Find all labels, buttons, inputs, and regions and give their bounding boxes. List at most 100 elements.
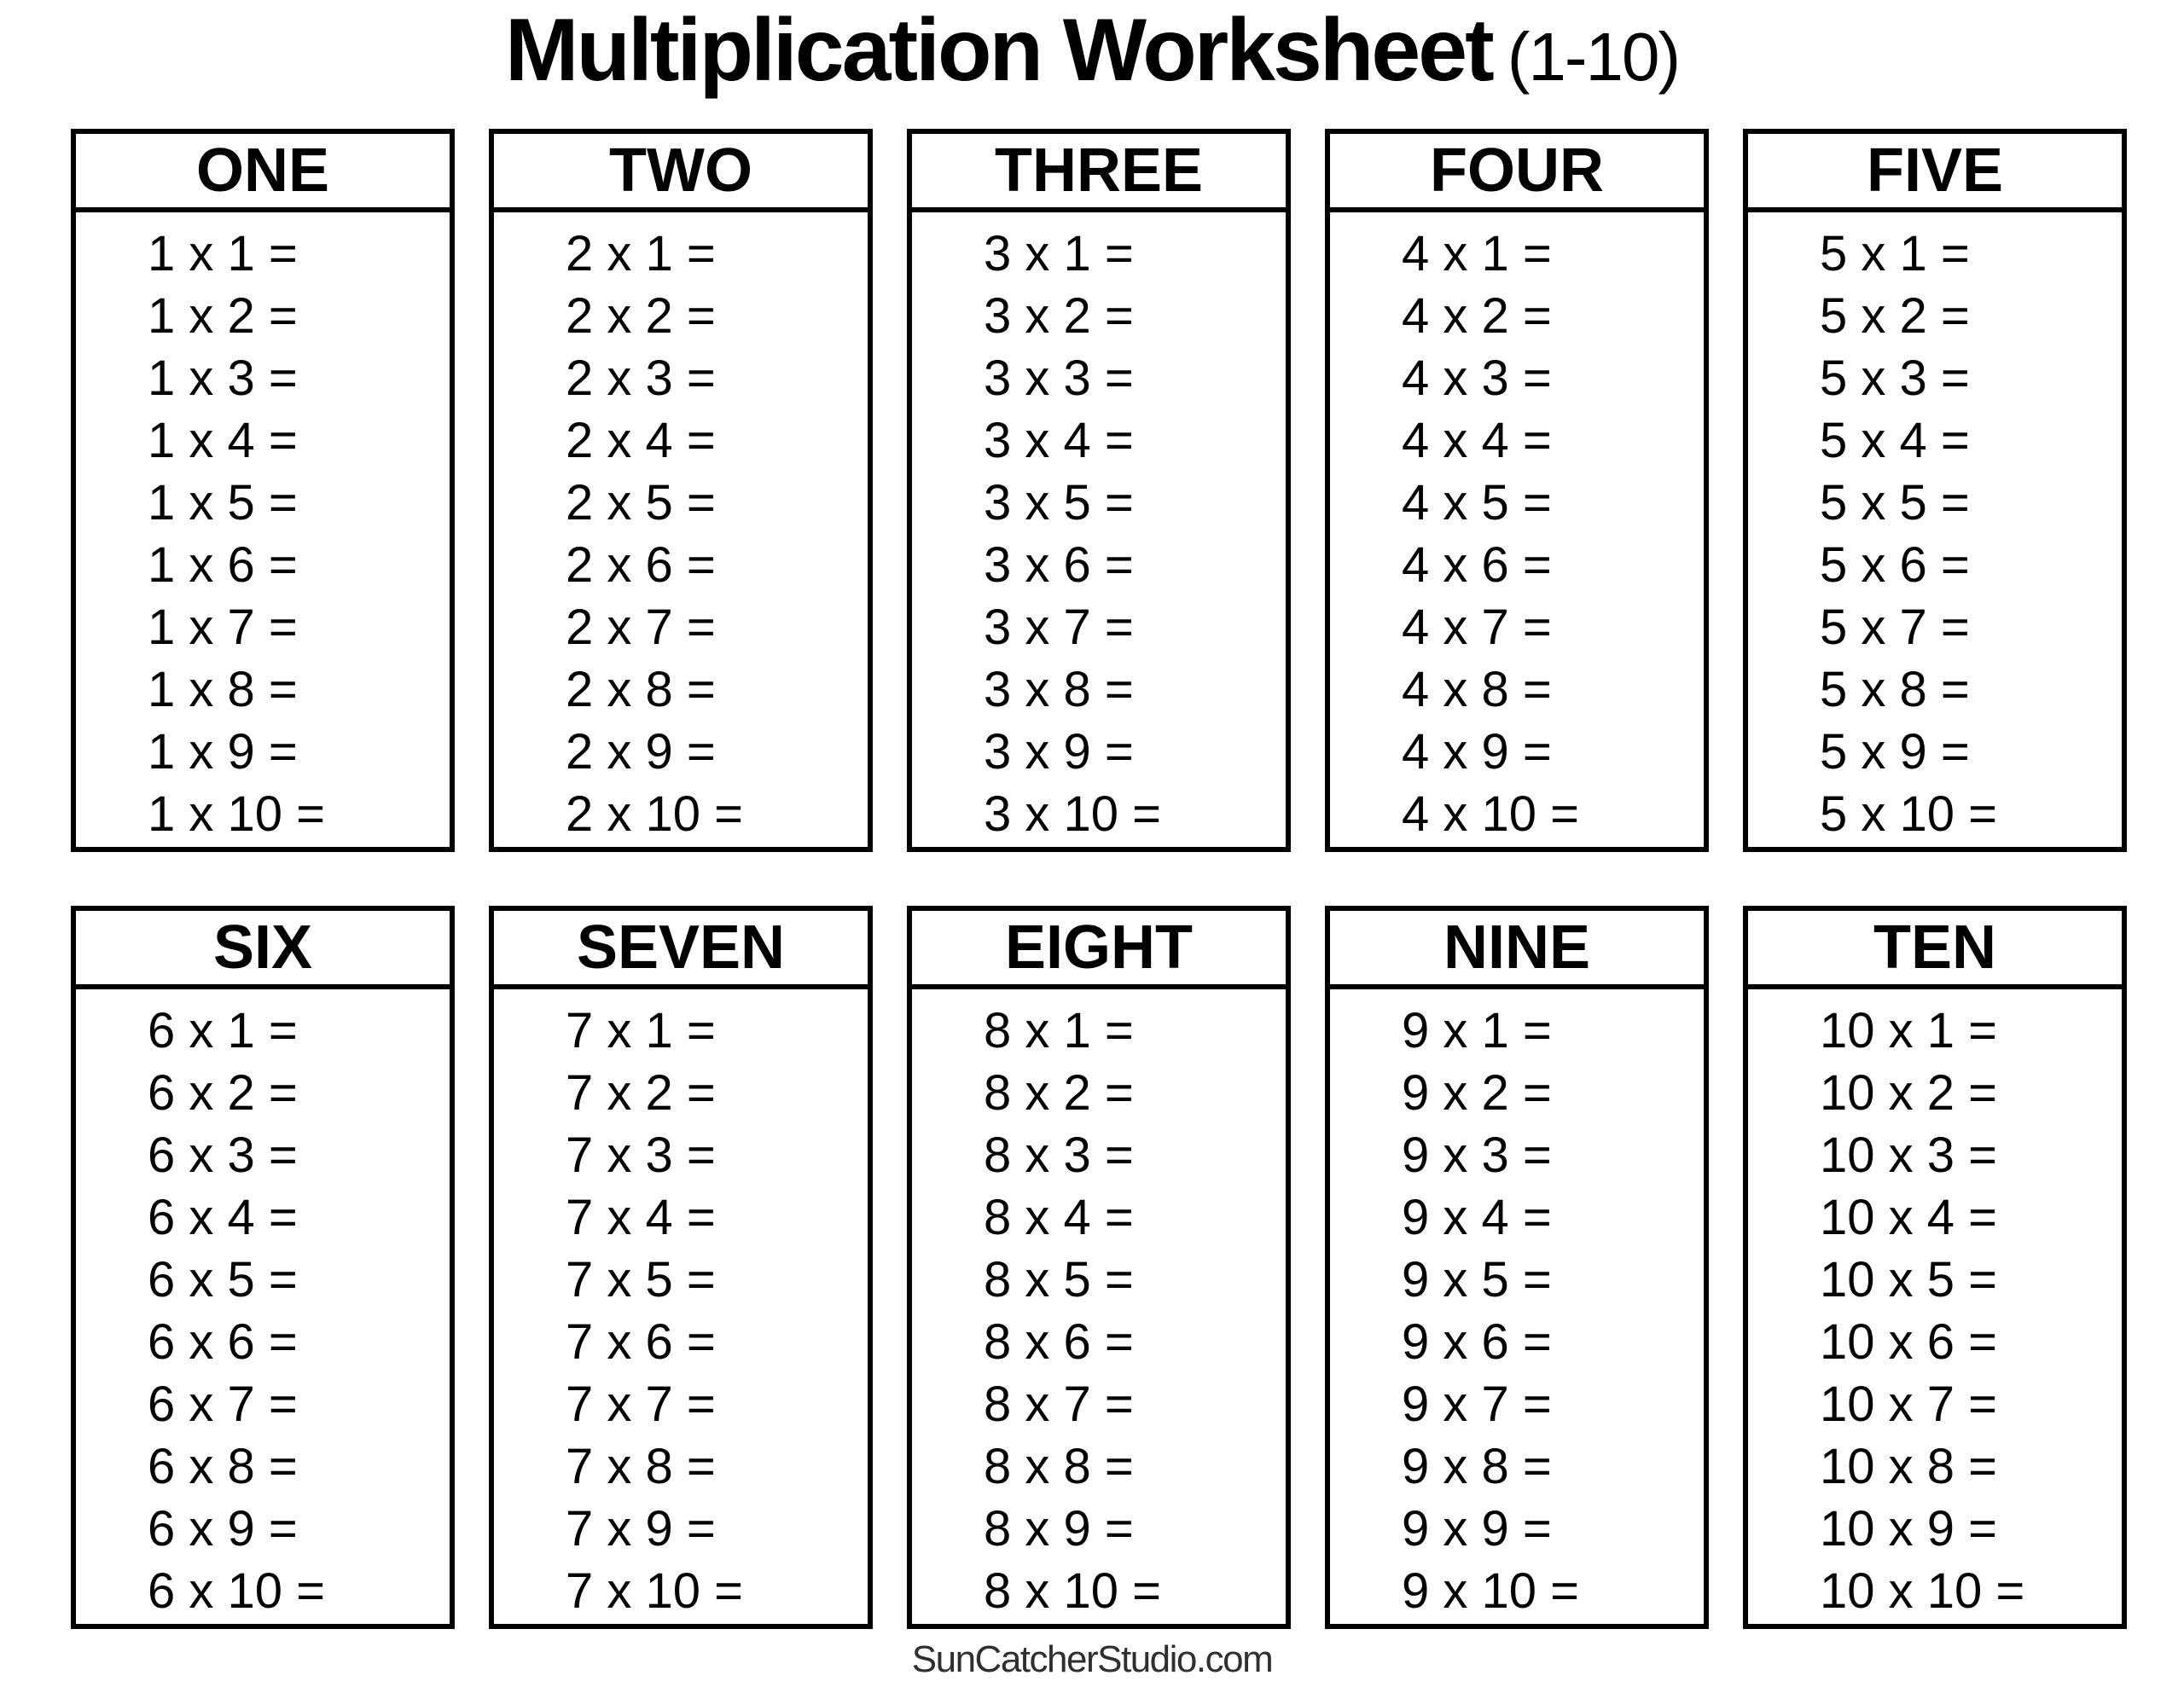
problem-row: 1 x 4 = bbox=[148, 413, 298, 468]
multiplication-table-three: THREE 3 x 1 = 3 x 2 = 3 x 3 = 3 x 4 = 3 x 5 … bbox=[907, 129, 1291, 852]
problem-row: 8 x 1 = bbox=[984, 1003, 1134, 1058]
problem-row: 3 x 9 = bbox=[984, 724, 1134, 780]
problem-row: 6 x 4 = bbox=[148, 1190, 298, 1245]
problem-row: 9 x 3 = bbox=[1402, 1128, 1552, 1183]
multiplication-table-seven: SEVEN 7 x 1 = 7 x 2 = 7 x 3 = 7 x 4 = 7 x 5 … bbox=[489, 906, 873, 1629]
multiplication-table-two: TWO 2 x 1 = 2 x 2 = 2 x 3 = 2 x 4 = 2 x 5 = 2… bbox=[489, 129, 873, 852]
problem-row: 6 x 2 = bbox=[148, 1065, 298, 1121]
table-body: 9 x 1 = 9 x 2 = 9 x 3 = 9 x 4 = 9 x 5 = 9 x 6… bbox=[1330, 989, 1704, 1624]
problem-row: 2 x 10 = bbox=[566, 786, 743, 842]
table-body: 4 x 1 = 4 x 2 = 4 x 3 = 4 x 4 = 4 x 5 = 4 x 6… bbox=[1330, 212, 1704, 847]
problem-row: 5 x 9 = bbox=[1820, 724, 1970, 780]
problem-row: 9 x 9 = bbox=[1402, 1501, 1552, 1557]
problem-row: 10 x 7 = bbox=[1820, 1377, 1997, 1432]
problem-row: 7 x 5 = bbox=[566, 1252, 716, 1307]
table-header: NINE bbox=[1330, 911, 1704, 989]
problem-row: 9 x 1 = bbox=[1402, 1003, 1552, 1058]
problem-row: 7 x 7 = bbox=[566, 1377, 716, 1432]
problem-row: 2 x 6 = bbox=[566, 537, 716, 593]
problem-row: 3 x 2 = bbox=[984, 288, 1134, 344]
tables-grid: ONE 1 x 1 = 1 x 2 = 1 x 3 = 1 x 4 = 1 x 5 = 1… bbox=[71, 129, 2127, 1629]
problem-row: 9 x 5 = bbox=[1402, 1252, 1552, 1307]
table-header: EIGHT bbox=[912, 911, 1286, 989]
problem-row: 9 x 2 = bbox=[1402, 1065, 1552, 1121]
page-title: Multiplication Worksheet (1-10) bbox=[0, 2, 2184, 125]
problem-row: 8 x 7 = bbox=[984, 1377, 1134, 1432]
problem-row: 2 x 2 = bbox=[566, 288, 716, 344]
table-body: 8 x 1 = 8 x 2 = 8 x 3 = 8 x 4 = 8 x 5 = 8 x 6… bbox=[912, 989, 1286, 1624]
problem-row: 3 x 6 = bbox=[984, 537, 1134, 593]
problem-row: 3 x 8 = bbox=[984, 662, 1134, 717]
problem-row: 5 x 2 = bbox=[1820, 288, 1970, 344]
table-body: 10 x 1 = 10 x 2 = 10 x 3 = 10 x 4 = 10 x 5 =… bbox=[1748, 989, 2122, 1624]
problem-row: 3 x 1 = bbox=[984, 226, 1134, 281]
problem-row: 4 x 4 = bbox=[1402, 413, 1552, 468]
problem-row: 1 x 7 = bbox=[148, 600, 298, 655]
problem-row: 3 x 5 = bbox=[984, 475, 1134, 530]
problem-row: 1 x 6 = bbox=[148, 537, 298, 593]
multiplication-table-ten: TEN 10 x 1 = 10 x 2 = 10 x 3 = 10 x 4 = 10 x… bbox=[1743, 906, 2127, 1629]
problem-row: 6 x 1 = bbox=[148, 1003, 298, 1058]
problem-row: 5 x 1 = bbox=[1820, 226, 1970, 281]
multiplication-table-four: FOUR 4 x 1 = 4 x 2 = 4 x 3 = 4 x 4 = 4 x 5 =… bbox=[1325, 129, 1709, 852]
problem-row: 10 x 9 = bbox=[1820, 1501, 1997, 1557]
problem-row: 5 x 4 = bbox=[1820, 413, 1970, 468]
problem-row: 10 x 10 = bbox=[1820, 1563, 2025, 1619]
problem-row: 7 x 6 = bbox=[566, 1314, 716, 1370]
problem-row: 10 x 4 = bbox=[1820, 1190, 1997, 1245]
problem-row: 10 x 5 = bbox=[1820, 1252, 1997, 1307]
problem-row: 2 x 7 = bbox=[566, 600, 716, 655]
problem-row: 6 x 9 = bbox=[148, 1501, 298, 1557]
problem-row: 5 x 7 = bbox=[1820, 600, 1970, 655]
table-body: 3 x 1 = 3 x 2 = 3 x 3 = 3 x 4 = 3 x 5 = 3 x 6… bbox=[912, 212, 1286, 847]
problem-row: 9 x 6 = bbox=[1402, 1314, 1552, 1370]
problem-row: 8 x 8 = bbox=[984, 1439, 1134, 1494]
problem-row: 5 x 6 = bbox=[1820, 537, 1970, 593]
problem-row: 8 x 6 = bbox=[984, 1314, 1134, 1370]
problem-row: 6 x 6 = bbox=[148, 1314, 298, 1370]
problem-row: 5 x 3 = bbox=[1820, 351, 1970, 406]
problem-row: 8 x 4 = bbox=[984, 1190, 1134, 1245]
problem-row: 9 x 7 = bbox=[1402, 1377, 1552, 1432]
problem-row: 10 x 6 = bbox=[1820, 1314, 1997, 1370]
page-title-range: (1-10) bbox=[1507, 19, 1681, 95]
problem-row: 1 x 9 = bbox=[148, 724, 298, 780]
problem-row: 9 x 8 = bbox=[1402, 1439, 1552, 1494]
problem-row: 7 x 4 = bbox=[566, 1190, 716, 1245]
problem-row: 6 x 5 = bbox=[148, 1252, 298, 1307]
footer-website: SunCatcherStudio.com bbox=[911, 1638, 1274, 1680]
multiplication-table-five: FIVE 5 x 1 = 5 x 2 = 5 x 3 = 5 x 4 = 5 x 5 =… bbox=[1743, 129, 2127, 852]
table-header: TWO bbox=[494, 134, 868, 212]
problem-row: 1 x 1 = bbox=[148, 226, 298, 281]
problem-row: 7 x 1 = bbox=[566, 1003, 716, 1058]
problem-row: 9 x 4 = bbox=[1402, 1190, 1552, 1245]
problem-row: 3 x 4 = bbox=[984, 413, 1134, 468]
table-header: SEVEN bbox=[494, 911, 868, 989]
table-body: 2 x 1 = 2 x 2 = 2 x 3 = 2 x 4 = 2 x 5 = 2 x 6… bbox=[494, 212, 868, 847]
problem-row: 4 x 2 = bbox=[1402, 288, 1552, 344]
problem-row: 8 x 2 = bbox=[984, 1065, 1134, 1121]
problem-row: 1 x 10 = bbox=[148, 786, 325, 842]
problem-row: 1 x 8 = bbox=[148, 662, 298, 717]
problem-row: 4 x 3 = bbox=[1402, 351, 1552, 406]
problem-row: 4 x 10 = bbox=[1402, 786, 1579, 842]
problem-row: 5 x 10 = bbox=[1820, 786, 1997, 842]
problem-row: 1 x 2 = bbox=[148, 288, 298, 344]
problem-row: 7 x 10 = bbox=[566, 1563, 743, 1619]
problem-row: 4 x 6 = bbox=[1402, 537, 1552, 593]
problem-row: 7 x 8 = bbox=[566, 1439, 716, 1494]
table-body: 5 x 1 = 5 x 2 = 5 x 3 = 5 x 4 = 5 x 5 = 5 x 6… bbox=[1748, 212, 2122, 847]
problem-row: 2 x 4 = bbox=[566, 413, 716, 468]
table-body: 1 x 1 = 1 x 2 = 1 x 3 = 1 x 4 = 1 x 5 = 1 x 6… bbox=[76, 212, 450, 847]
problem-row: 1 x 3 = bbox=[148, 351, 298, 406]
table-header: TEN bbox=[1748, 911, 2122, 989]
problem-row: 2 x 5 = bbox=[566, 475, 716, 530]
multiplication-table-six: SIX 6 x 1 = 6 x 2 = 6 x 3 = 6 x 4 = 6 x 5 = 6… bbox=[71, 906, 455, 1629]
problem-row: 4 x 5 = bbox=[1402, 475, 1552, 530]
table-body: 7 x 1 = 7 x 2 = 7 x 3 = 7 x 4 = 7 x 5 = 7 x 6… bbox=[494, 989, 868, 1624]
table-body: 6 x 1 = 6 x 2 = 6 x 3 = 6 x 4 = 6 x 5 = 6 x 6… bbox=[76, 989, 450, 1624]
problem-row: 10 x 1 = bbox=[1820, 1003, 1997, 1058]
table-header: FIVE bbox=[1748, 134, 2122, 212]
problem-row: 3 x 10 = bbox=[984, 786, 1161, 842]
